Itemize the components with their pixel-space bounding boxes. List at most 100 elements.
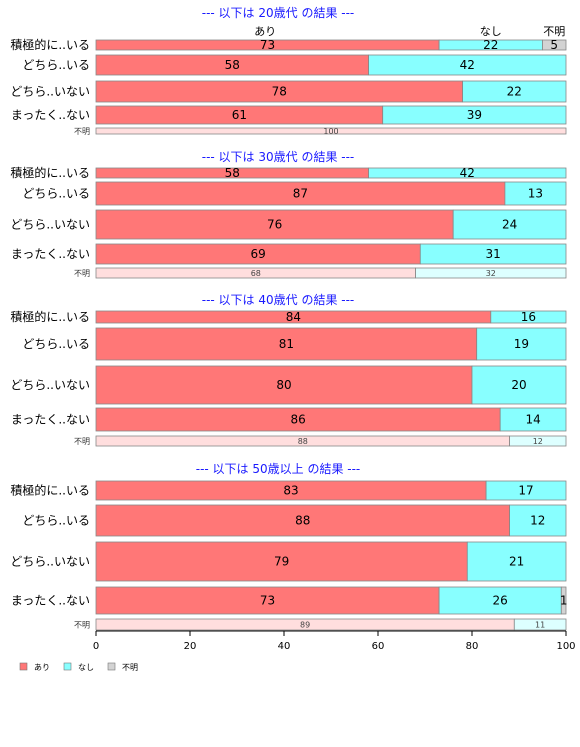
value-label: 22	[507, 85, 522, 99]
value-label: 89	[300, 621, 310, 630]
value-label: 88	[295, 514, 310, 528]
value-label: 22	[483, 38, 498, 52]
value-label: 83	[283, 484, 298, 498]
category-label: 積極的に..いる	[10, 309, 90, 324]
top-legend-label-1: なし	[480, 25, 502, 38]
bar-segment-なし	[415, 267, 567, 279]
bar-segment-あり	[95, 504, 511, 537]
category-label: どちら..いる	[22, 514, 90, 528]
category-label: どちら..いない	[10, 378, 90, 392]
bar-segment-なし	[471, 365, 567, 405]
category-label: どちら..いる	[22, 187, 90, 201]
value-label: 12	[533, 437, 543, 446]
bar-segment-なし	[466, 541, 567, 582]
category-label: まったく..ない	[11, 108, 90, 122]
bar-segment-なし	[509, 435, 567, 447]
category-label: どちら..いる	[22, 58, 90, 72]
value-label: 42	[460, 58, 475, 72]
bar-segment-なし	[499, 407, 567, 432]
value-label: 14	[525, 413, 540, 427]
category-label: 積極的に..いる	[10, 165, 90, 180]
value-label: 31	[486, 247, 501, 261]
bar-segment-なし	[490, 310, 567, 324]
x-tick-label: 40	[278, 641, 291, 652]
bar-segment-あり	[95, 127, 567, 135]
value-label: 16	[521, 310, 536, 324]
value-label: 26	[493, 594, 508, 608]
value-label: 73	[260, 594, 275, 608]
value-label: 84	[286, 310, 301, 324]
x-tick-label: 80	[466, 641, 479, 652]
value-label: 13	[528, 187, 543, 201]
top-legend-label-2: 不明	[543, 25, 565, 38]
value-label: 32	[486, 269, 496, 278]
category-label: どちら..いない	[10, 218, 90, 232]
bar-segment-なし	[504, 181, 567, 206]
x-tick-label: 100	[556, 641, 575, 652]
panel-title-1: --- 以下は 30歳代 の結果 ---	[202, 150, 355, 164]
value-label: 20	[511, 378, 526, 392]
value-label: 42	[460, 166, 475, 180]
bar-segment-あり	[95, 327, 478, 361]
bar-segment-あり	[95, 586, 440, 615]
category-label: 不明	[74, 127, 90, 136]
top-legend-label-0: あり	[254, 25, 276, 38]
panel-title-0: --- 以下は 20歳代 の結果 ---	[202, 6, 355, 20]
value-label: 5	[550, 38, 558, 52]
category-label: どちら..いる	[22, 337, 90, 351]
category-label: 積極的に..いる	[10, 37, 90, 52]
category-label: まったく..ない	[11, 247, 90, 261]
bar-segment-なし	[485, 480, 567, 501]
value-label: 58	[225, 166, 240, 180]
bar-segment-なし	[452, 209, 567, 240]
bar-segment-なし	[419, 243, 567, 265]
bar-segment-なし	[438, 586, 562, 615]
bar-segment-なし	[509, 504, 567, 537]
value-label: 79	[274, 555, 289, 569]
category-label: 不明	[74, 269, 90, 278]
category-label: 積極的に..いる	[10, 483, 90, 498]
bar-segment-不明	[542, 39, 567, 51]
value-label: 87	[293, 187, 308, 201]
bar-segment-なし	[462, 80, 567, 103]
bar-segment-なし	[368, 54, 567, 76]
value-label: 21	[509, 555, 524, 569]
bar-segment-不明	[560, 586, 567, 615]
panel-title-3: --- 以下は 50歳以上 の結果 ---	[196, 462, 361, 476]
legend-swatch-あり	[19, 662, 28, 671]
bar-segment-あり	[95, 209, 454, 240]
value-label: 12	[530, 514, 545, 528]
value-label: 19	[514, 337, 529, 351]
legend-swatch-なし	[63, 662, 72, 671]
category-label: どちら..いない	[10, 555, 90, 569]
x-tick-label: 60	[372, 641, 385, 652]
value-label: 73	[260, 38, 275, 52]
value-label: 88	[298, 437, 308, 446]
value-label: 100	[323, 127, 338, 136]
bar-segment-なし	[513, 618, 567, 631]
value-label: 11	[535, 621, 545, 630]
legend-label-なし: なし	[78, 663, 94, 672]
value-label: 24	[502, 218, 517, 232]
category-label: 不明	[74, 437, 90, 446]
value-label: 69	[251, 247, 266, 261]
category-label: まったく..ない	[11, 594, 90, 608]
value-label: 17	[518, 484, 533, 498]
value-label: 86	[290, 413, 305, 427]
value-label: 61	[232, 108, 247, 122]
value-label: 80	[276, 378, 291, 392]
x-tick-label: 20	[184, 641, 197, 652]
legend-swatch-不明	[107, 662, 116, 671]
bar-segment-なし	[476, 327, 567, 361]
value-label: 78	[272, 85, 287, 99]
bar-segment-なし	[368, 167, 567, 179]
value-label: 1	[560, 594, 568, 608]
category-label: まったく..ない	[11, 413, 90, 427]
category-label: どちら..いない	[10, 85, 90, 99]
legend-label-あり: あり	[34, 663, 50, 672]
value-label: 58	[225, 58, 240, 72]
panel-title-2: --- 以下は 40歳代 の結果 ---	[202, 293, 355, 307]
bar-segment-あり	[95, 541, 468, 582]
category-label: 不明	[74, 621, 90, 630]
